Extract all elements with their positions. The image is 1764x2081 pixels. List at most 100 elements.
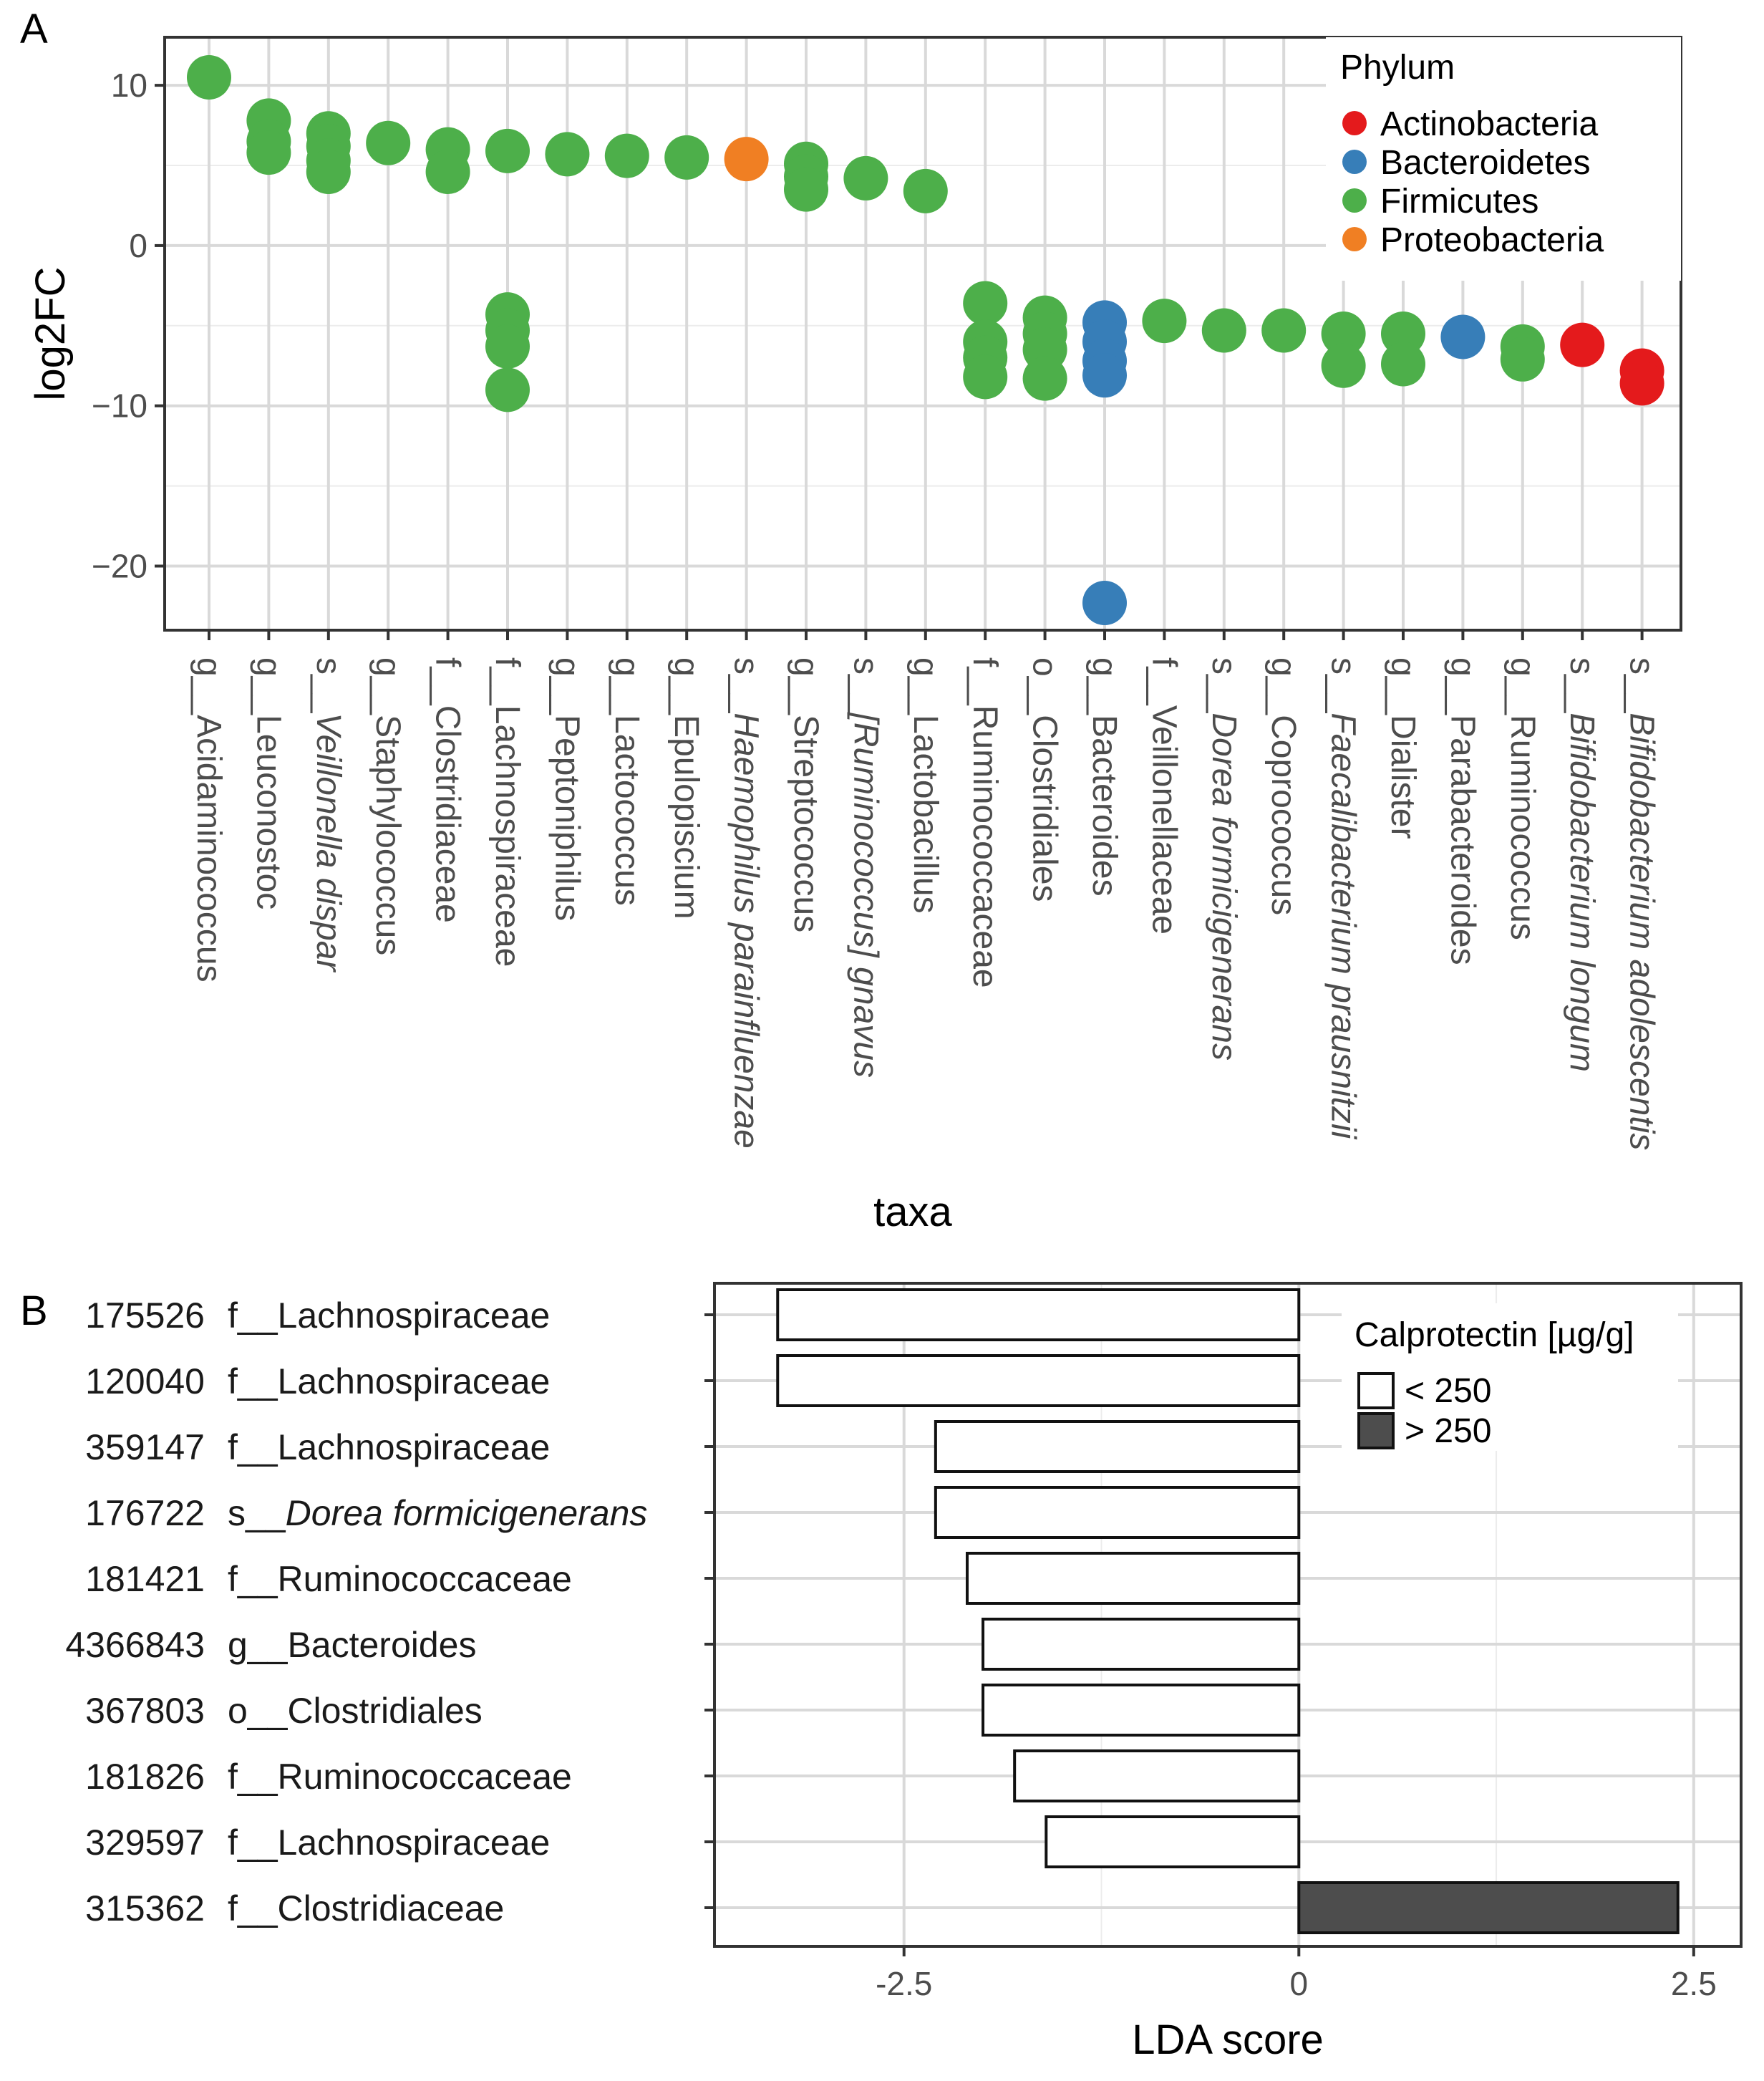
row-taxon-4366843: g__Bacteroides	[228, 1625, 476, 1665]
panel-a-y-tick-label: 0	[129, 227, 147, 264]
point-veillonellaceae	[1142, 299, 1187, 344]
panel-a-y-ticks: 10 0 −10 −20	[92, 67, 165, 584]
x-tick-faecalibacterium-prausnitzii: s__Faecalibacterium prausnitzii	[1324, 657, 1362, 1140]
x-tick-coprococcus: g__Coprococcus	[1264, 657, 1302, 915]
row-taxon-176722: s__Dorea formicigenerans	[228, 1493, 647, 1533]
point-bifidobacterium-adolescentis	[1619, 361, 1664, 406]
x-tick-ruminococcus-gnavus: s__[Ruminococcus] gnavus	[846, 657, 884, 1078]
point-ruminococcus-gnavus	[843, 155, 888, 201]
legend-label-bacteroidetes: Bacteroidetes	[1380, 144, 1591, 182]
legend-swatch-250	[1357, 1412, 1395, 1449]
legend-swatch-bacteroidetes	[1342, 150, 1367, 174]
x-tick-clostridiales: o__Clostridiales	[1026, 657, 1064, 902]
panel-a-legend: Phylum ActinobacteriaBacteroidetesFirmicu…	[1326, 37, 1681, 281]
x-tick-bifidobacterium-adolescentis: s__Bifidobacterium adolescentis	[1623, 657, 1661, 1150]
panel-b-x-tick-label: 0	[1289, 1965, 1308, 2002]
point-epulopiscium	[664, 135, 709, 180]
panel-a-border	[163, 36, 1682, 632]
legend-label-250: > 250	[1405, 1412, 1491, 1450]
panel-b-letter: B	[20, 1288, 48, 1334]
legend-label-proteobacteria: Proteobacteria	[1380, 221, 1604, 259]
bar-359147	[934, 1420, 1301, 1473]
legend-label-actinobacteria: Actinobacteria	[1380, 105, 1598, 143]
panel-a-points	[187, 54, 1664, 625]
panel-a: A 10 0 −10 −20 g__Acidaminococcus g__Leucono…	[20, 6, 1682, 1235]
panel-b-x-tick-label: -2.5	[876, 1965, 932, 2002]
x-tick-epulopiscium: g__Epulopiscium	[667, 657, 705, 919]
x-tick-streptococcus: g__Streptococcus	[787, 657, 825, 932]
panel-a-legend-title: Phylum	[1340, 49, 1455, 87]
x-tick-leuconostoc: g__Leuconostoc	[249, 657, 287, 909]
point-ruminococcaceae	[963, 281, 1008, 326]
point-streptococcus	[784, 167, 828, 212]
panel-a-y-axis-title: log2FC	[27, 267, 74, 401]
point-staphylococcus	[366, 120, 411, 165]
row-taxon-315362: f__Clostridiaceae	[228, 1888, 504, 1928]
bar-4366843	[982, 1618, 1301, 1671]
panel-b-x-tick-label: 2.5	[1671, 1965, 1717, 2002]
row-taxon-367803: o__Clostridiales	[228, 1691, 483, 1731]
row-id-315362: 315362	[85, 1888, 205, 1928]
point-faecalibacterium-prausnitzii	[1321, 312, 1366, 356]
panel-a-x-ticks: g__Acidaminococcus g__Leuconostoc s__Veill…	[190, 630, 1661, 1150]
row-taxon-329597: f__Lachnospiraceae	[228, 1822, 550, 1863]
row-taxon-181826: f__Ruminococcaceae	[228, 1757, 572, 1797]
point-coprococcus	[1261, 308, 1307, 353]
legend-label-firmicutes: Firmicutes	[1380, 183, 1538, 221]
x-tick-lachnospiraceae: f__Lachnospiraceae	[488, 657, 526, 967]
row-id-359147: 359147	[85, 1427, 205, 1467]
bar-181826	[1013, 1749, 1301, 1802]
x-tick-lactobacillus: g__Lactobacillus	[906, 657, 944, 914]
panel-b-row-labels: 175526 f__Lachnospiraceae 120040 f__Lachnos…	[65, 1295, 714, 1928]
x-tick-dorea-formicigenerans: s__Dorea formicigenerans	[1205, 657, 1243, 1061]
panel-b: B 175526 f__Lachnospiraceae 120040 f__Lachn…	[20, 1282, 1743, 2063]
point-clostridiales	[1022, 356, 1067, 401]
point-dorea-formicigenerans	[1201, 308, 1246, 353]
row-id-181421: 181421	[85, 1559, 205, 1599]
point-ruminococcaceae	[963, 354, 1008, 400]
x-tick-lactococcus: g__Lactococcus	[608, 657, 646, 906]
point-clostridiaceae	[425, 149, 470, 194]
point-lactococcus	[604, 133, 649, 178]
x-tick-haemophilus-parainfluenzae: s__Haemophilus parainfluenzae	[727, 657, 765, 1149]
bar-181421	[965, 1552, 1301, 1605]
row-id-4366843: 4366843	[65, 1625, 205, 1665]
x-tick-acidaminococcus: g__Acidaminococcus	[190, 657, 228, 982]
row-id-367803: 367803	[85, 1691, 205, 1731]
bar-120040	[776, 1354, 1301, 1407]
point-lachnospiraceae	[485, 367, 530, 412]
legend-label-250: < 250	[1405, 1372, 1491, 1410]
row-id-176722: 176722	[85, 1493, 205, 1533]
x-tick-clostridiaceae: f__Clostridiaceae	[429, 657, 467, 923]
panel-a-letter: A	[20, 6, 48, 52]
point-bacteroides	[1082, 580, 1127, 625]
point-lachnospiraceae	[485, 128, 530, 173]
point-dialister	[1381, 312, 1425, 356]
x-tick-veillonella-dispar: s__Veillonella dispar	[309, 657, 347, 973]
row-id-120040: 120040	[85, 1361, 205, 1401]
bar-176722	[934, 1486, 1301, 1539]
legend-swatch-actinobacteria	[1342, 111, 1367, 135]
point-bacteroides	[1082, 353, 1127, 398]
row-taxon-359147: f__Lachnospiraceae	[228, 1427, 550, 1467]
x-tick-bifidobacterium-longum: s__Bifidobacterium longum	[1563, 657, 1601, 1072]
panel-b-legend-box	[1342, 1303, 1678, 1451]
x-tick-parabacteroides: g__Parabacteroides	[1443, 657, 1481, 965]
row-taxon-120040: f__Lachnospiraceae	[228, 1361, 550, 1401]
panel-b-legend-title: Calprotectin [µg/g]	[1354, 1316, 1634, 1354]
row-taxon-175526: f__Lachnospiraceae	[228, 1295, 550, 1336]
panel-a-y-tick-label: −20	[92, 547, 147, 584]
legend-swatch-proteobacteria	[1342, 227, 1367, 251]
panel-a-x-axis-title: taxa	[873, 1189, 952, 1235]
panel-b-x-axis-title: LDA score	[1132, 2017, 1324, 2063]
bar-367803	[982, 1684, 1301, 1737]
panel-a-y-tick-label: −10	[92, 387, 147, 425]
x-tick-dialister: g__Dialister	[1384, 657, 1422, 839]
point-parabacteroides	[1440, 314, 1486, 359]
x-tick-staphylococcus: g__Staphylococcus	[369, 657, 407, 955]
point-acidaminococcus	[187, 54, 231, 100]
point-peptoniphilus	[545, 132, 590, 177]
point-haemophilus-parainfluenzae	[724, 137, 769, 182]
panel-b-bars	[776, 1288, 1680, 1934]
